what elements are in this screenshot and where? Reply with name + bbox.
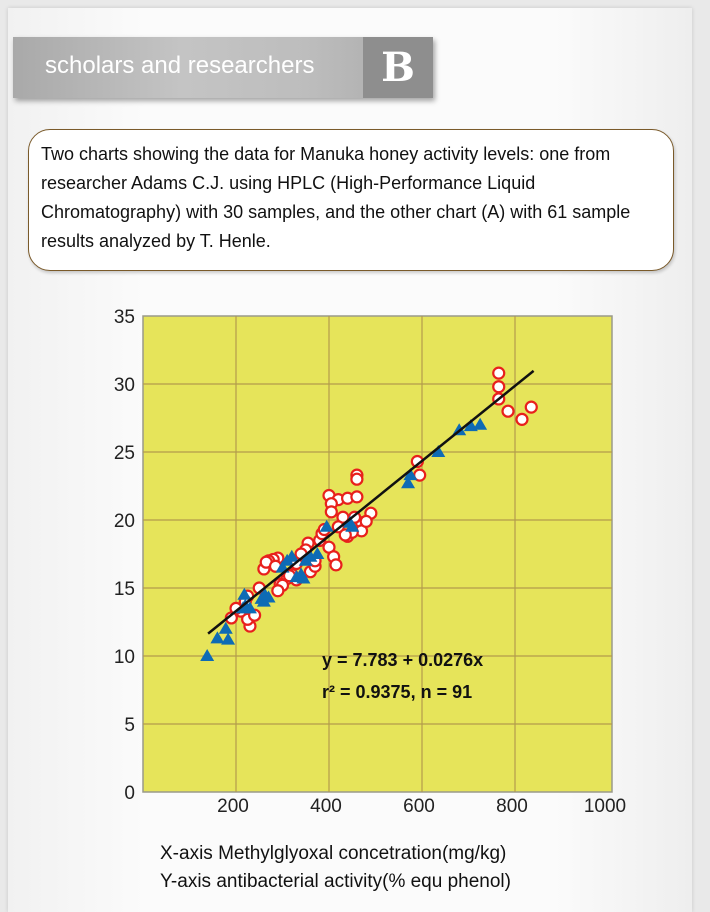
banner-title: scholars and researchers [45,52,315,79]
x-tick-label: 400 [310,796,342,817]
circle-marker [359,514,373,528]
x-tick-label: 1000 [584,796,626,817]
triangle-marker [401,476,416,489]
description-text: Two charts showing the data for Manuka h… [41,144,631,251]
regression-equation: y = 7.783 + 0.0276x [322,650,483,670]
y-tick-label: 0 [124,783,135,804]
x-tick-label: 200 [217,796,249,817]
triangle-marker [200,649,215,661]
plot-area [142,315,613,793]
circle-marker [492,366,506,380]
triangle-marker [261,590,276,603]
triangle-marker [237,587,252,600]
circle-marker [350,490,364,504]
circle-marker [501,404,515,418]
regression-stats: r² = 0.9375, n = 91 [322,682,472,702]
circle-marker [329,558,343,572]
triangle-marker [431,445,446,457]
triangle-marker [319,519,334,532]
circle-marker [324,505,338,519]
y-tick-label: 15 [114,579,135,600]
y-tick-label: 25 [114,443,135,464]
circle-marker [524,400,538,414]
x-axis-caption: X-axis Methylglyoxal concetration(mg/kg) [160,843,507,864]
triangle-marker [221,632,236,645]
triangle-marker [345,519,360,532]
triangle-marker [296,571,311,584]
regression-line [207,369,535,635]
triangle-marker [473,417,488,430]
section-banner: scholars and researchers B [13,37,433,98]
y-tick-label: 10 [114,647,135,668]
triangle-marker [310,547,325,559]
triangle-marker [242,601,257,614]
y-tick-label: 5 [124,715,135,736]
circle-marker [350,472,364,486]
section-letter: B [363,37,433,98]
y-tick-label: 30 [114,375,135,396]
circle-marker [515,412,529,426]
y-axis-caption: Y-axis antibacterial activity(% equ phen… [160,871,511,892]
triangle-marker [403,468,418,481]
y-tick-label: 20 [114,511,135,532]
triangle-marker [284,549,299,562]
x-tick-label: 800 [496,796,528,817]
circle-marker [271,584,285,598]
y-tick-label: 35 [114,307,135,328]
triangle-marker [210,631,225,644]
circle-marker [338,528,352,542]
circle-marker [492,380,506,394]
triangle-marker [218,621,233,634]
scatter-chart: 0 5 10 15 20 25 30 35 200 400 600 800 1000 y = 7.783 … [114,307,626,817]
x-tick-label: 600 [403,796,435,817]
description-box: Two charts showing the data for Manuka h… [28,129,674,271]
